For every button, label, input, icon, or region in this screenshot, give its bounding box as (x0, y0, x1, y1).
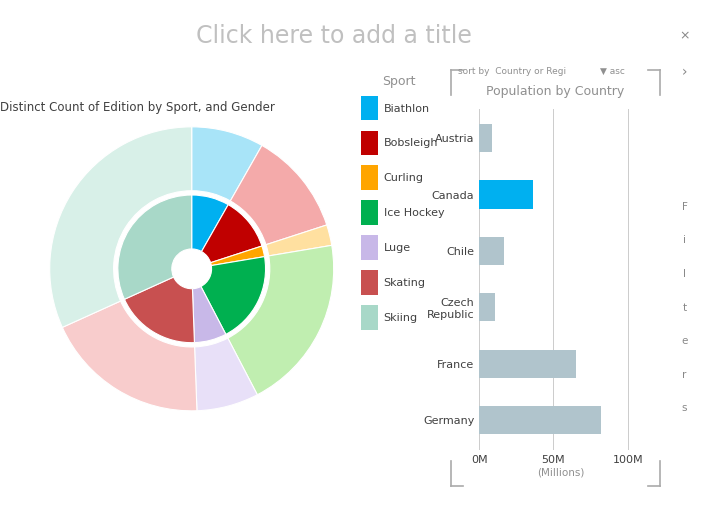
Text: sort by  Country or Regi: sort by Country or Regi (459, 67, 567, 75)
Wedge shape (228, 246, 334, 395)
Text: F: F (682, 202, 687, 212)
Wedge shape (211, 246, 265, 266)
Text: Click here to add a title: Click here to add a title (196, 24, 471, 48)
Text: ›: › (682, 65, 687, 80)
Wedge shape (195, 338, 257, 410)
Wedge shape (192, 286, 226, 343)
Wedge shape (192, 127, 262, 201)
Bar (361, 131, 378, 155)
Bar (479, 406, 601, 434)
X-axis label: (Millions): (Millions) (537, 467, 584, 477)
Wedge shape (118, 195, 192, 299)
Text: Skating: Skating (383, 278, 425, 288)
Bar (479, 237, 505, 265)
Bar (361, 96, 378, 120)
Wedge shape (230, 145, 327, 245)
Text: r: r (682, 370, 687, 380)
Bar (361, 235, 378, 260)
Wedge shape (202, 205, 262, 263)
Text: Biathlon: Biathlon (383, 103, 430, 114)
Text: l: l (683, 269, 686, 279)
Wedge shape (62, 301, 197, 411)
Wedge shape (201, 256, 266, 334)
Bar (361, 165, 378, 190)
Bar (361, 270, 378, 295)
Bar (361, 305, 378, 330)
Bar (479, 293, 495, 322)
Text: Distinct Count of Edition by Sport, and Gender: Distinct Count of Edition by Sport, and … (0, 101, 275, 114)
Wedge shape (192, 195, 228, 252)
Wedge shape (50, 127, 192, 327)
Text: s: s (682, 403, 687, 414)
Text: Population by Country: Population by Country (486, 85, 625, 98)
Text: Curling: Curling (383, 173, 424, 184)
Text: Sport: Sport (383, 75, 416, 88)
Wedge shape (266, 225, 332, 256)
Text: Luge: Luge (383, 243, 411, 253)
Bar (361, 200, 378, 225)
Wedge shape (124, 277, 195, 343)
Text: i: i (683, 235, 686, 246)
Text: Ice Hockey: Ice Hockey (383, 208, 444, 218)
Text: ▼ asc: ▼ asc (600, 67, 625, 75)
Text: Skiing: Skiing (383, 313, 417, 323)
Bar (479, 124, 492, 153)
Bar (479, 349, 576, 378)
Text: e: e (682, 336, 688, 346)
Text: t: t (682, 302, 687, 313)
Text: ×: × (679, 29, 690, 43)
Bar (479, 180, 532, 209)
Text: Bobsleigh: Bobsleigh (383, 139, 438, 148)
